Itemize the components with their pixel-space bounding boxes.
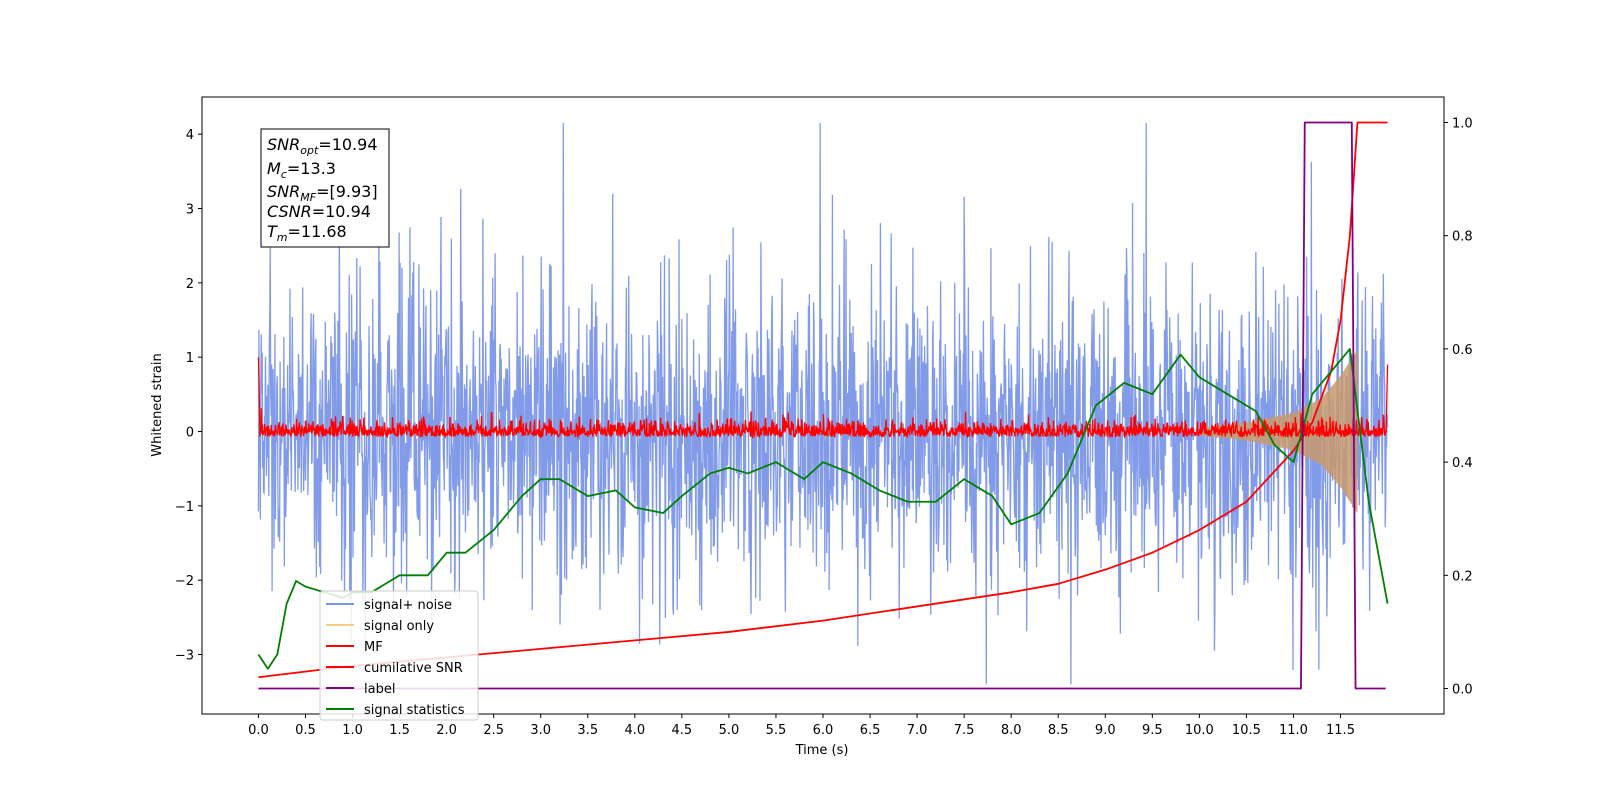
- info-snr-mf: SNRMF=[9.93]: [267, 182, 378, 204]
- info-csnr: CSNR=10.94: [267, 202, 371, 221]
- x-tick-label: 7.5: [954, 723, 975, 738]
- x-axis-label: Time (s): [795, 743, 849, 758]
- x-tick-label: 4.0: [624, 723, 645, 738]
- series-label: [258, 121, 1386, 690]
- legend-label: label: [364, 682, 395, 697]
- x-tick-label: 8.0: [1001, 723, 1022, 738]
- info-tm: Tm=11.68: [267, 222, 347, 244]
- x-tick-label: 4.5: [672, 723, 693, 738]
- legend-label: signal+ noise: [364, 598, 452, 613]
- x-tick-label: 2.0: [436, 723, 457, 738]
- legend-label: signal only: [364, 619, 434, 634]
- x-tick-label: 10.0: [1185, 723, 1214, 738]
- x-tick-label: 1.5: [389, 723, 410, 738]
- y-axis-right: 0.0 0.2 0.4 0.6 0.8 1.0: [1444, 116, 1473, 698]
- series-cumulative-snr: [258, 121, 1388, 679]
- y2-tick-label: 0.6: [1452, 343, 1473, 358]
- y-axis-label: Whitened strain: [150, 353, 165, 456]
- y-tick-label: −2: [175, 574, 194, 589]
- x-tick-label: 5.5: [766, 723, 787, 738]
- x-tick-label: 7.0: [907, 723, 928, 738]
- x-tick-label: 3.5: [577, 723, 598, 738]
- x-axis: 0.0 0.5 1.0 1.5 2.0 2.5 3.0 3.5 4.0 4.5 5.0 5.5 6.0 6…: [248, 714, 1355, 738]
- y2-tick-label: 0.2: [1452, 569, 1473, 584]
- y-tick-label: 4: [186, 128, 194, 143]
- y2-tick-label: 0.4: [1452, 456, 1473, 471]
- plot-area: [257, 121, 1389, 690]
- legend-label: cumilative SNR: [364, 661, 463, 676]
- x-tick-label: 11.5: [1326, 723, 1355, 738]
- info-mc: Mc=13.3: [267, 159, 336, 181]
- y-axis-left: −3 −2 −1 0 1 2 3 4: [175, 128, 202, 664]
- info-box: SNRopt=10.94 Mc=13.3 SNRMF=[9.93] CSNR=1…: [260, 128, 390, 248]
- x-tick-label: 10.5: [1232, 723, 1261, 738]
- x-tick-label: 2.5: [483, 723, 504, 738]
- y-tick-label: 0: [186, 426, 194, 441]
- x-tick-label: 6.0: [813, 723, 834, 738]
- y-tick-label: −1: [175, 500, 194, 515]
- x-tick-label: 3.0: [530, 723, 551, 738]
- y-tick-label: 1: [186, 351, 194, 366]
- x-tick-label: 9.0: [1095, 723, 1116, 738]
- y2-tick-label: 0.0: [1452, 683, 1473, 698]
- y2-tick-label: 0.8: [1452, 230, 1473, 245]
- x-tick-label: 6.5: [860, 723, 881, 738]
- y-tick-label: −3: [175, 649, 194, 664]
- x-tick-label: 9.5: [1142, 723, 1163, 738]
- x-tick-label: 1.0: [342, 723, 363, 738]
- legend: signal+ noise signal only MF cumilative SNR…: [319, 590, 479, 721]
- x-tick-label: 0.0: [248, 723, 269, 738]
- x-tick-label: 11.0: [1279, 723, 1308, 738]
- y-tick-label: 2: [186, 277, 194, 292]
- x-tick-label: 5.0: [719, 723, 740, 738]
- y2-tick-label: 1.0: [1452, 116, 1473, 131]
- series-signal-noise: [257, 123, 1389, 685]
- x-tick-label: 0.5: [295, 723, 316, 738]
- legend-label: signal statistics: [364, 703, 465, 718]
- y-tick-label: 3: [186, 203, 194, 218]
- x-tick-label: 8.5: [1048, 723, 1069, 738]
- legend-label: MF: [364, 640, 383, 655]
- info-snr-opt: SNRopt=10.94: [267, 135, 378, 157]
- series-mf: [257, 357, 1389, 440]
